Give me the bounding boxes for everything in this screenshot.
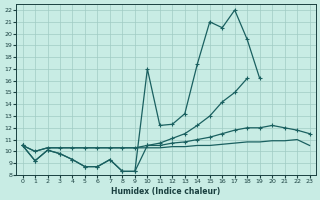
- X-axis label: Humidex (Indice chaleur): Humidex (Indice chaleur): [111, 187, 221, 196]
